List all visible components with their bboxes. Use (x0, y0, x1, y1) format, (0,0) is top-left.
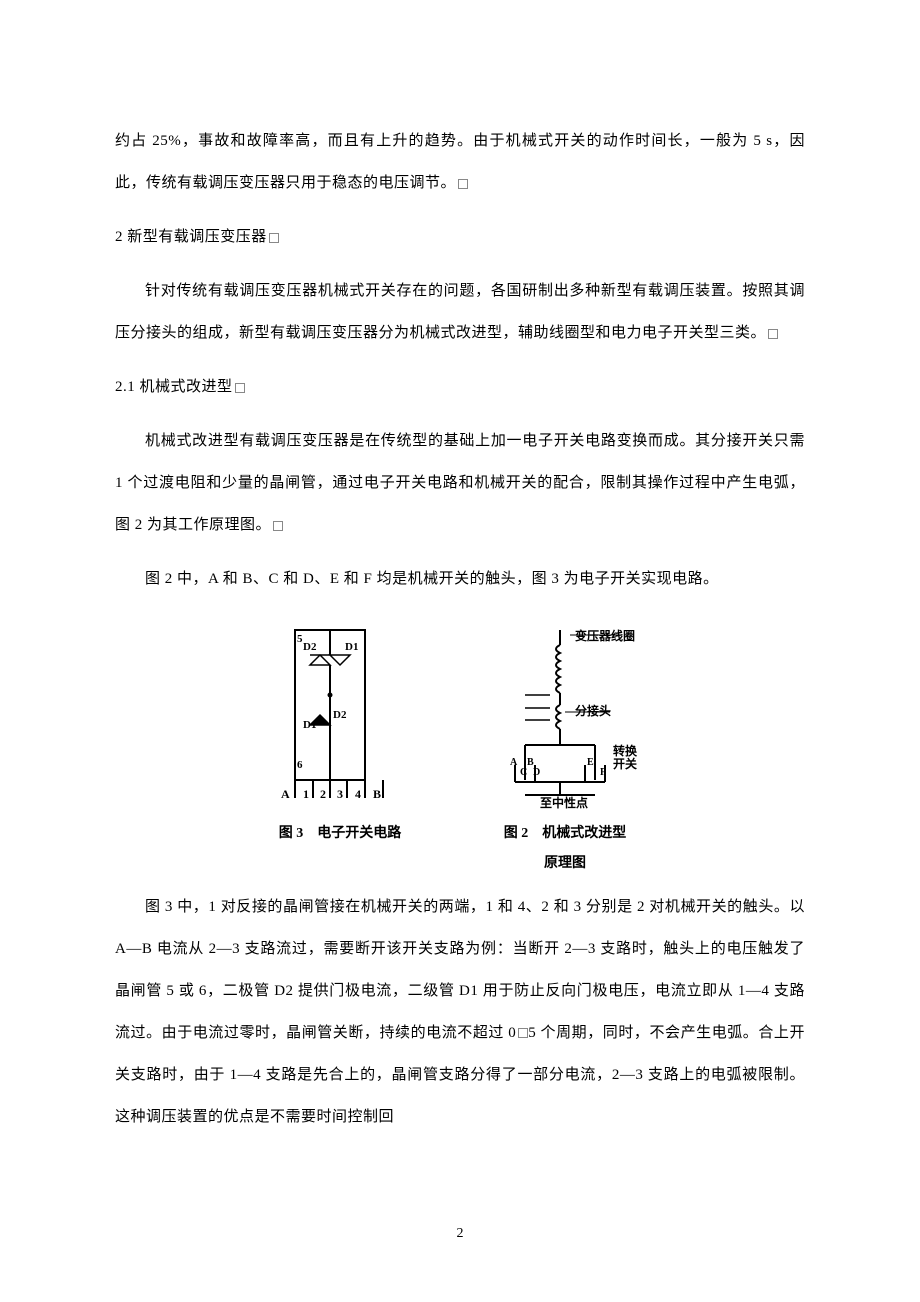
inline-marker (518, 1028, 528, 1038)
fig3-label-d2-top: D2 (303, 641, 317, 653)
end-marker (458, 179, 468, 189)
paragraph-3: 机械式改进型有载调压变压器是在传统型的基础上加一电子开关电路变换而成。其分接开关… (115, 420, 805, 546)
heading-2: 2 新型有载调压变压器 (115, 216, 805, 258)
svg-text:D: D (533, 767, 540, 778)
end-marker (269, 233, 279, 243)
paragraph-5-part1: 图 3 中，1 对反接的晶闸管接在机械开关的两端，1 和 4、2 和 3 分别是… (115, 899, 805, 1041)
fig2-switch-label-1: 转换 (613, 743, 638, 758)
paragraph-1: 约占 25%，事故和故障率高，而且有上升的趋势。由于机械式开关的动作时间长，一般… (115, 120, 805, 204)
fig3-label-5: 5 (297, 633, 303, 645)
fig3-label-d1-top: D1 (345, 641, 358, 653)
page-number: 2 (457, 1226, 464, 1242)
fig3-label-4: 4 (355, 787, 361, 801)
fig2-switch-label-2: 开关 (613, 756, 637, 771)
svg-text:C: C (520, 767, 527, 778)
figures-container: D2 D1 5 D1 D2 6 (115, 620, 805, 876)
paragraph-2-text: 针对传统有载调压变压器机械式开关存在的问题，各国研制出多种新型有载调压装置。按照… (115, 283, 805, 341)
fig2-tap-label: 分接头 (575, 703, 611, 718)
heading-2-1-text: 2.1 机械式改进型 (115, 379, 233, 395)
fig3-label-2: 2 (320, 787, 326, 801)
figure-2-svg: 变压器线圈 分接头 A C B D (465, 620, 665, 810)
figure-2-caption-2: 原理图 (465, 853, 665, 875)
svg-text:E: E (587, 757, 594, 768)
figure-3-svg: D2 D1 5 D1 D2 6 (255, 620, 425, 810)
svg-text:A: A (510, 757, 518, 768)
fig2-neutral-label: 至中性点 (540, 795, 588, 810)
heading-2-1: 2.1 机械式改进型 (115, 366, 805, 408)
paragraph-2: 针对传统有载调压变压器机械式开关存在的问题，各国研制出多种新型有载调压装置。按照… (115, 270, 805, 354)
paragraph-3-text: 机械式改进型有载调压变压器是在传统型的基础上加一电子开关电路变换而成。其分接开关… (115, 433, 805, 533)
figure-2-caption-1: 图 2 机械式改进型 (465, 823, 665, 845)
fig3-label-d2-bot: D2 (333, 709, 347, 721)
fig3-label-b: B (373, 787, 381, 801)
fig3-label-3: 3 (337, 787, 343, 801)
figure-3-caption: 图 3 电子开关电路 (255, 823, 425, 845)
end-marker (273, 521, 283, 531)
svg-text:F: F (600, 767, 606, 778)
heading-2-text: 2 新型有载调压变压器 (115, 229, 267, 245)
end-marker (235, 383, 245, 393)
figure-3-block: D2 D1 5 D1 D2 6 (255, 620, 425, 845)
end-marker (768, 329, 778, 339)
fig3-label-6: 6 (297, 759, 303, 771)
fig3-label-1: 1 (303, 787, 309, 801)
paragraph-4: 图 2 中，A 和 B、C 和 D、E 和 F 均是机械开关的触头，图 3 为电… (115, 558, 805, 600)
paragraph-5: 图 3 中，1 对反接的晶闸管接在机械开关的两端，1 和 4、2 和 3 分别是… (115, 886, 805, 1138)
figure-2-block: 变压器线圈 分接头 A C B D (465, 620, 665, 876)
document-page: 约占 25%，事故和故障率高，而且有上升的趋势。由于机械式开关的动作时间长，一般… (0, 0, 920, 1190)
fig3-label-a: A (281, 787, 290, 801)
